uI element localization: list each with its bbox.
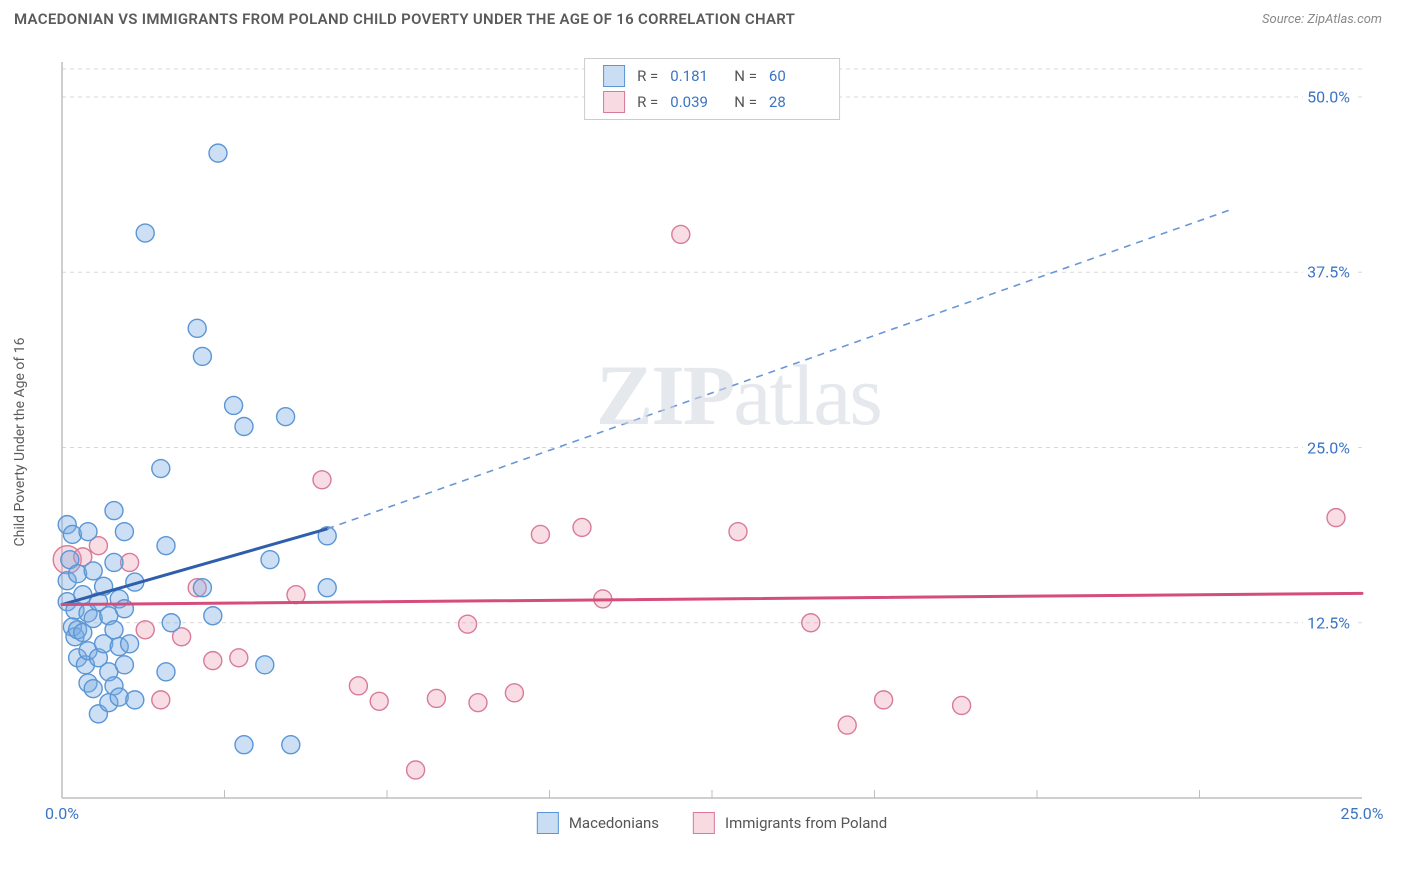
- legend-label-0: Macedonians: [569, 814, 659, 832]
- legend-series: Macedonians Immigrants from Poland: [537, 812, 887, 834]
- chart-title: MACEDONIAN VS IMMIGRANTS FROM POLAND CHI…: [14, 10, 795, 28]
- legend-stats-row-0: R = 0.181 N = 60: [603, 63, 821, 89]
- swatch-blue-icon: [537, 812, 559, 834]
- legend-stats: R = 0.181 N = 60 R = 0.039 N = 28: [584, 58, 840, 120]
- legend-label-1: Immigrants from Poland: [725, 814, 887, 832]
- y-tick-label: 37.5%: [1303, 263, 1354, 282]
- chart-container: Child Poverty Under the Age of 16 ZIPatl…: [52, 52, 1372, 832]
- legend-item-0: Macedonians: [537, 812, 659, 834]
- r-value-0: 0.181: [670, 67, 722, 85]
- r-label: R =: [637, 93, 658, 111]
- legend-item-1: Immigrants from Poland: [693, 812, 887, 834]
- swatch-pink-icon: [603, 91, 625, 113]
- y-tick-label: 12.5%: [1303, 613, 1354, 632]
- y-tick-label: 50.0%: [1303, 88, 1354, 107]
- swatch-pink-icon: [693, 812, 715, 834]
- swatch-blue-icon: [603, 65, 625, 87]
- r-value-1: 0.039: [670, 93, 722, 111]
- legend-stats-row-1: R = 0.039 N = 28: [603, 89, 821, 115]
- y-axis-label: Child Poverty Under the Age of 16: [12, 338, 28, 547]
- n-label: N =: [734, 93, 757, 111]
- x-tick-label: 25.0%: [1341, 804, 1384, 823]
- n-value-1: 28: [769, 93, 821, 111]
- r-label: R =: [637, 67, 658, 85]
- scatter-plot: [52, 52, 1372, 832]
- n-label: N =: [734, 67, 757, 85]
- source-attribution: Source: ZipAtlas.com: [1262, 12, 1382, 27]
- y-tick-label: 25.0%: [1303, 438, 1354, 457]
- n-value-0: 60: [769, 67, 821, 85]
- x-tick-label: 0.0%: [45, 804, 79, 823]
